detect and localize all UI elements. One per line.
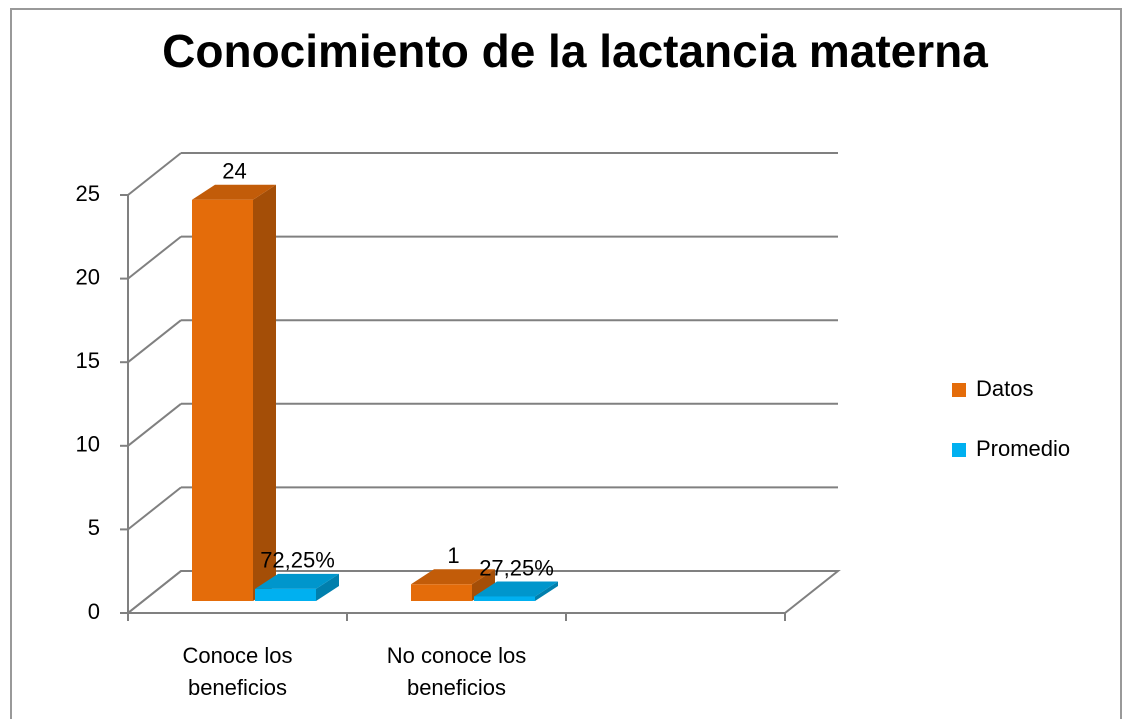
bar-side	[253, 184, 276, 601]
data-label: 24	[222, 159, 246, 184]
bar-top	[255, 573, 339, 589]
legend-label: Promedio	[976, 436, 1070, 461]
grid-line	[127, 486, 182, 531]
x-tick-label: No conoce los beneficios	[386, 643, 527, 700]
bar-side	[472, 569, 495, 601]
bar	[474, 596, 535, 601]
legend-label: Datos	[976, 376, 1033, 401]
data-label: 1	[447, 543, 459, 568]
y-tick-label: 10	[76, 432, 100, 457]
data-label: 72,25%	[260, 548, 335, 573]
chart-frame	[10, 8, 1122, 719]
y-tick-label: 25	[76, 181, 100, 206]
bar	[255, 588, 316, 601]
bar-top	[192, 184, 276, 200]
bar-side	[316, 573, 339, 601]
grid-line	[127, 403, 182, 447]
legend-swatch	[952, 443, 966, 457]
y-tick-label: 5	[88, 515, 100, 540]
y-tick-label: 0	[88, 599, 100, 624]
y-tick-label: 15	[76, 348, 100, 373]
grid-line	[127, 570, 182, 614]
bar-top	[411, 569, 495, 585]
bar-top	[474, 581, 558, 597]
x-tick-label: Conoce los beneficios	[182, 643, 293, 700]
grid-line	[127, 152, 182, 196]
bar	[192, 199, 253, 601]
legend-swatch	[952, 383, 966, 397]
grid-line	[127, 235, 182, 280]
grid-line	[127, 319, 182, 363]
chart-title: Conocimiento de la lactancia materna	[162, 25, 988, 77]
bar	[411, 584, 472, 601]
bar-side	[535, 581, 558, 601]
y-tick-label: 20	[76, 264, 100, 289]
data-label: 27,25%	[479, 555, 554, 580]
